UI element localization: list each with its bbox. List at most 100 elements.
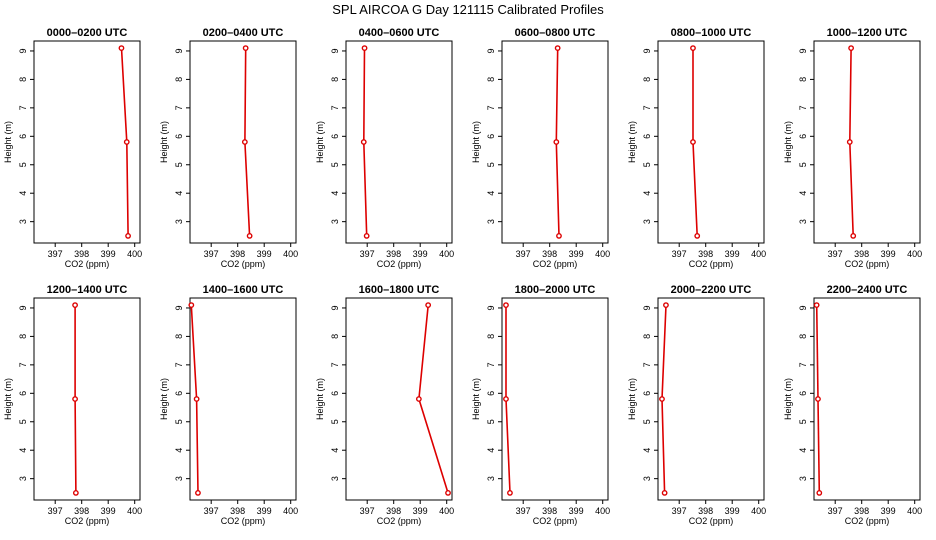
plot-frame <box>345 40 453 244</box>
x-tick-label: 400 <box>751 506 766 516</box>
x-axis-label: CO2 (ppm) <box>689 516 734 526</box>
x-tick-label: 400 <box>439 249 454 259</box>
plot-frame <box>657 40 765 244</box>
data-point <box>361 45 368 52</box>
data-point <box>556 232 562 239</box>
x-tick-label: 400 <box>595 506 610 516</box>
panel-title: 1200–1400 UTC <box>47 284 128 296</box>
x-tick-label: 398 <box>542 506 557 516</box>
x-tick-label: 399 <box>101 249 116 259</box>
data-point <box>125 232 131 239</box>
y-tick-label: 7 <box>330 105 340 110</box>
x-tick-label: 399 <box>257 506 272 516</box>
y-tick-label: 8 <box>18 334 28 339</box>
plot-frame <box>657 297 765 501</box>
y-tick-label: 7 <box>18 362 28 367</box>
y-tick-label: 9 <box>18 305 28 310</box>
profile-line <box>418 305 449 494</box>
y-axis-label: Height (m) <box>627 378 637 420</box>
y-tick-label: 8 <box>486 77 496 82</box>
y-tick-label: 9 <box>330 305 340 310</box>
y-tick-label: 8 <box>330 334 340 339</box>
x-tick-label: 400 <box>595 249 610 259</box>
panel-title: 0000–0200 UTC <box>47 27 128 39</box>
x-tick-label: 399 <box>881 506 896 516</box>
y-tick-label: 4 <box>174 191 184 196</box>
x-axis-label: CO2 (ppm) <box>689 259 734 269</box>
y-tick-label: 4 <box>642 191 652 196</box>
plot-frame <box>33 297 141 501</box>
x-tick-label: 398 <box>386 506 401 516</box>
data-point <box>816 489 823 496</box>
plot-frame <box>501 297 609 501</box>
x-axis-label: CO2 (ppm) <box>377 516 422 526</box>
plot-frame <box>189 40 297 244</box>
y-tick-label: 6 <box>486 134 496 139</box>
data-point <box>425 302 432 309</box>
panel-5: 1000–1200 UTC 397 398 399 400 3 4 5 6 7 8 9 CO2 (ppm… <box>783 27 922 269</box>
x-tick-label: 400 <box>751 249 766 259</box>
panel-title: 0400–0600 UTC <box>359 27 440 39</box>
x-tick-label: 397 <box>204 249 219 259</box>
x-tick-label: 397 <box>360 249 375 259</box>
y-tick-label: 3 <box>642 219 652 224</box>
y-tick-label: 5 <box>486 419 496 424</box>
y-tick-label: 5 <box>174 162 184 167</box>
panel-0: 0000–0200 UTC 397 398 399 400 3 4 5 6 7 8 9 CO2 (ppm… <box>3 27 142 269</box>
y-tick-label: 6 <box>642 134 652 139</box>
panel-title: 0800–1000 UTC <box>671 27 752 39</box>
panel-4: 0800–1000 UTC 397 398 399 400 3 4 5 6 7 8 9 CO2 (ppm… <box>627 27 766 269</box>
data-point <box>813 302 820 309</box>
data-point <box>188 302 195 309</box>
y-tick-label: 9 <box>642 305 652 310</box>
plot-frame <box>813 40 921 244</box>
panel-2: 0400–0600 UTC 397 398 399 400 3 4 5 6 7 8 9 CO2 (ppm… <box>315 27 454 269</box>
x-tick-label: 397 <box>48 506 63 516</box>
x-tick-label: 398 <box>542 249 557 259</box>
data-point <box>72 396 78 402</box>
y-tick-label: 4 <box>486 191 496 196</box>
data-point <box>360 139 367 145</box>
y-tick-label: 6 <box>330 134 340 139</box>
y-tick-label: 5 <box>174 419 184 424</box>
data-point <box>195 489 201 496</box>
x-axis-label: CO2 (ppm) <box>221 516 266 526</box>
panel-title: 2200–2400 UTC <box>827 284 908 296</box>
panel-title: 1600–1800 UTC <box>359 284 440 296</box>
data-point <box>661 489 668 496</box>
y-tick-label: 4 <box>18 448 28 453</box>
x-tick-label: 397 <box>828 506 843 516</box>
y-tick-label: 3 <box>18 476 28 481</box>
y-axis-label: Height (m) <box>3 378 13 420</box>
panel-8: 1600–1800 UTC 397 398 399 400 3 4 5 6 7 8 9 CO2 (ppm… <box>315 284 454 526</box>
x-axis-label: CO2 (ppm) <box>845 259 890 269</box>
panel-11: 2200–2400 UTC 397 398 399 400 3 4 5 6 7 8 9 CO2 (ppm… <box>783 284 922 526</box>
y-tick-label: 3 <box>330 476 340 481</box>
x-tick-label: 399 <box>569 249 584 259</box>
x-tick-label: 398 <box>74 249 89 259</box>
y-axis-label: Height (m) <box>159 378 169 420</box>
y-tick-label: 4 <box>330 191 340 196</box>
data-point <box>815 396 821 402</box>
data-point <box>846 139 853 145</box>
y-tick-label: 9 <box>174 48 184 53</box>
x-tick-label: 399 <box>881 249 896 259</box>
y-tick-label: 5 <box>486 162 496 167</box>
y-axis-label: Height (m) <box>159 121 169 163</box>
x-tick-label: 399 <box>101 506 116 516</box>
x-axis-label: CO2 (ppm) <box>65 259 110 269</box>
panel-6: 1200–1400 UTC 397 398 399 400 3 4 5 6 7 8 9 CO2 (ppm… <box>3 284 142 526</box>
x-tick-label: 399 <box>569 506 584 516</box>
y-axis-label: Height (m) <box>471 378 481 420</box>
y-tick-label: 7 <box>798 362 808 367</box>
y-tick-label: 3 <box>798 476 808 481</box>
y-tick-label: 4 <box>642 448 652 453</box>
y-tick-label: 9 <box>798 305 808 310</box>
x-tick-label: 397 <box>48 249 63 259</box>
y-tick-label: 8 <box>330 77 340 82</box>
panel-title: 1000–1200 UTC <box>827 27 908 39</box>
panel-title: 1400–1600 UTC <box>203 284 284 296</box>
data-point <box>193 396 200 402</box>
y-tick-label: 3 <box>18 219 28 224</box>
plot-frame <box>189 297 297 501</box>
